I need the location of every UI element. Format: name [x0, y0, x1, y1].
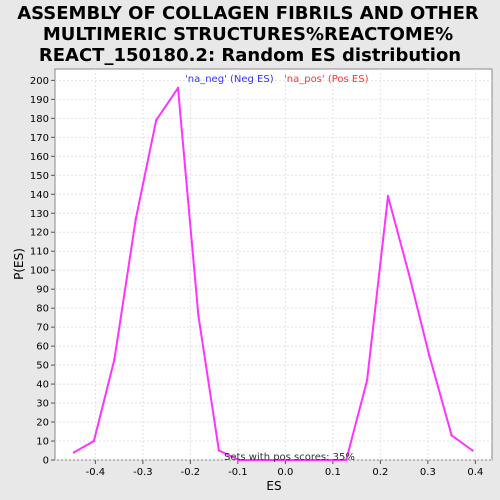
y-tick-label: 140 — [30, 190, 49, 201]
series-layer — [72, 86, 474, 462]
y-tick-label: 200 — [30, 76, 49, 87]
data-point — [113, 358, 116, 361]
data-point — [386, 194, 390, 198]
y-tick-label: 130 — [30, 209, 49, 220]
data-point — [217, 449, 221, 452]
x-tick-label: -0.3 — [133, 467, 153, 478]
y-tick-label: 160 — [30, 152, 49, 163]
data-point — [365, 379, 369, 382]
data-point — [92, 439, 96, 443]
chart-title-line-2: MULTIMERIC STRUCTURES%REACTOME% — [43, 24, 453, 45]
y-tick-label: 20 — [36, 418, 49, 429]
x-tick-label: -0.2 — [181, 467, 201, 478]
data-point — [176, 86, 180, 90]
grid — [55, 69, 492, 461]
x-tick-label: 0.2 — [372, 467, 388, 478]
x-tick-label: -0.1 — [228, 467, 248, 478]
data-point — [197, 314, 200, 317]
y-tick-label: 150 — [30, 171, 49, 182]
x-tick-label: 0.0 — [277, 467, 293, 478]
y-tick-label: 10 — [36, 437, 49, 448]
series-line-2 — [239, 195, 474, 461]
data-point — [344, 458, 348, 462]
legend-pos-es: 'na_pos' (Pos ES) — [284, 74, 369, 85]
x-tick-label: -0.4 — [86, 467, 106, 478]
legend-neg-es: 'na_neg' (Neg ES) — [185, 74, 274, 85]
x-axis-ticks: -0.4 -0.3 -0.2 -0.1 0.0 0.1 0.2 0.3 0.4 — [86, 460, 483, 478]
y-axis-label: P(ES) — [12, 248, 26, 280]
y-tick-label: 170 — [30, 133, 49, 144]
y-tick-label: 50 — [36, 361, 49, 372]
chart-title-line-3: REACT_150180.2: Random ES distribution — [39, 45, 461, 66]
data-point — [407, 272, 411, 276]
y-tick-label: 70 — [36, 323, 49, 334]
y-tick-label: 30 — [36, 399, 49, 410]
y-tick-label: 0 — [43, 456, 49, 467]
data-point — [72, 451, 76, 454]
data-point — [134, 217, 137, 221]
y-tick-label: 110 — [30, 247, 49, 258]
y-axis-ticks: 0 10 20 30 40 50 60 70 80 90 100 110 120 130 140 150 160… — [30, 76, 55, 467]
y-tick-label: 90 — [36, 285, 49, 296]
data-point — [450, 434, 453, 437]
y-tick-label: 60 — [36, 342, 49, 353]
x-tick-label: 0.1 — [325, 467, 341, 478]
pos-scores-annotation: Sets with pos scores: 35% — [224, 452, 355, 463]
y-tick-label: 180 — [30, 114, 49, 125]
y-tick-label: 100 — [30, 266, 49, 277]
data-point — [154, 119, 158, 122]
y-tick-label: 120 — [30, 228, 49, 239]
chart-title-line-1: ASSEMBLY OF COLLAGEN FIBRILS AND OTHER — [17, 3, 479, 24]
data-point — [428, 354, 431, 357]
y-tick-label: 190 — [30, 95, 49, 106]
x-axis-label: ES — [266, 479, 281, 493]
y-tick-label: 80 — [36, 304, 49, 315]
x-tick-label: 0.4 — [467, 467, 483, 478]
plot-area — [54, 68, 493, 461]
y-tick-label: 40 — [36, 380, 49, 391]
x-tick-label: 0.3 — [420, 467, 436, 478]
data-point — [238, 458, 241, 462]
data-point — [471, 449, 474, 452]
